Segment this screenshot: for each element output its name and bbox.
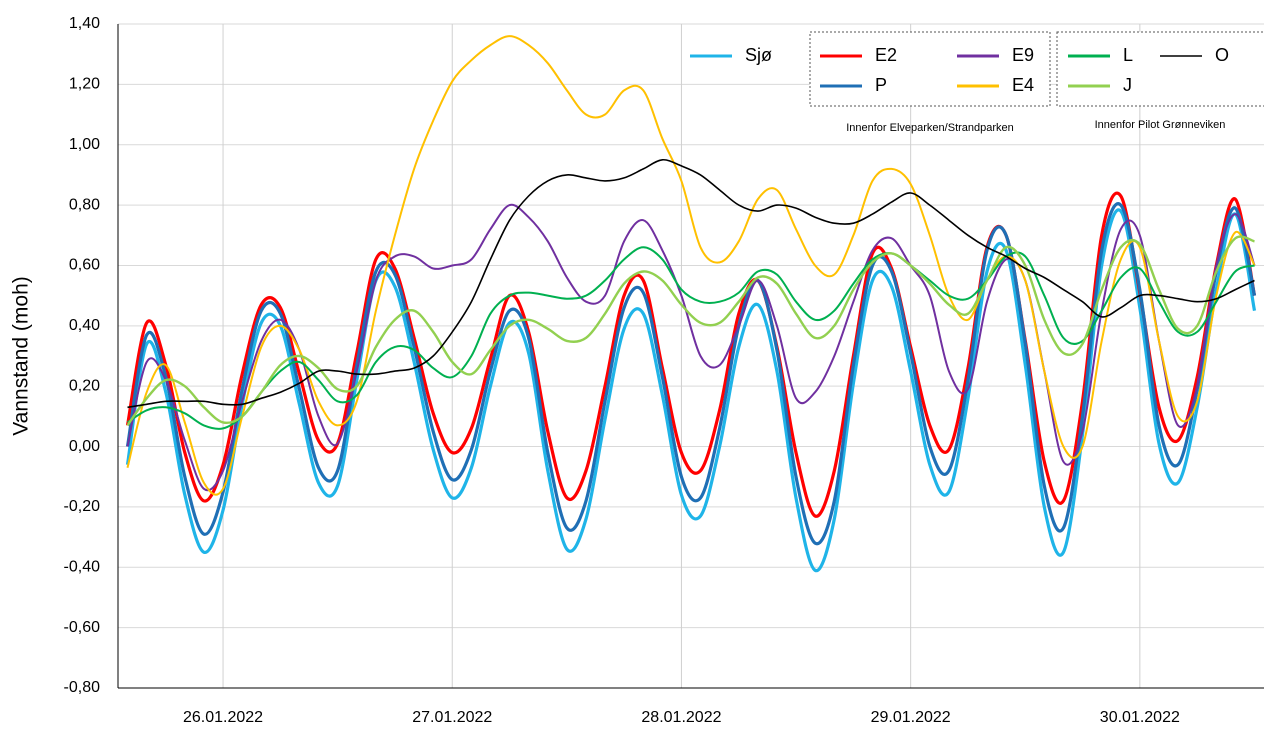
legend-label: L	[1123, 45, 1133, 65]
y-tick-label: -0,20	[64, 498, 101, 515]
series-line	[125, 208, 1257, 572]
series-line	[125, 191, 1257, 518]
legend-box	[809, 31, 1051, 107]
y-tick-label: -0,40	[64, 558, 101, 575]
series-line	[126, 235, 1255, 427]
x-tick-label: 27.01.2022	[412, 709, 492, 726]
y-tick-label: 1,20	[69, 76, 100, 93]
y-tick-label: -0,80	[64, 679, 101, 696]
y-tick-label: 1,40	[69, 15, 100, 32]
y-tick-label: 0,80	[69, 196, 100, 213]
x-tick-label: 28.01.2022	[641, 709, 721, 726]
legend-label: E9	[1012, 45, 1034, 65]
y-tick-label: 0,60	[69, 257, 100, 274]
series-line	[126, 246, 1255, 430]
y-tick-label: 0,20	[69, 377, 100, 394]
legend-group-caption: Innenfor Pilot Grønneviken	[1095, 119, 1226, 131]
series-line	[127, 158, 1255, 409]
y-tick-label: 0,00	[69, 438, 100, 455]
series-line	[126, 203, 1256, 492]
x-tick-label: 26.01.2022	[183, 709, 263, 726]
x-tick-label: 30.01.2022	[1100, 709, 1180, 726]
legend-label: Sjø	[745, 45, 772, 65]
y-tick-label: 1,00	[69, 136, 100, 153]
y-tick-label: -0,60	[64, 619, 101, 636]
legend-box	[1056, 31, 1264, 107]
legend-label: E2	[875, 45, 897, 65]
legend-label: E4	[1012, 75, 1034, 95]
x-tick-label: 29.01.2022	[871, 709, 951, 726]
legend-label: O	[1215, 45, 1229, 65]
y-tick-label: 0,40	[69, 317, 100, 334]
series-line	[125, 202, 1257, 546]
legend-label: P	[875, 75, 887, 95]
y-axis-label: Vannstand (moh)	[10, 276, 33, 436]
series-line	[126, 35, 1256, 496]
legend-group-caption: Innenfor Elveparken/Strandparken	[846, 122, 1014, 134]
legend-label: J	[1123, 75, 1132, 95]
